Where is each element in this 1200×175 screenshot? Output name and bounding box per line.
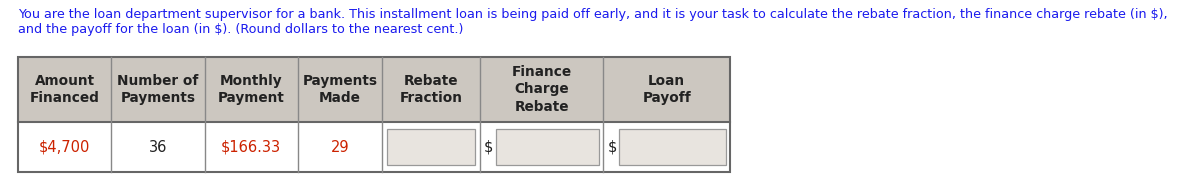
Bar xyxy=(18,57,730,172)
Text: and the payoff for the loan (in $). (Round dollars to the nearest cent.): and the payoff for the loan (in $). (Rou… xyxy=(18,23,463,36)
Bar xyxy=(386,129,475,165)
Text: You are the loan department supervisor for a bank. This installment loan is bein: You are the loan department supervisor f… xyxy=(18,8,1168,21)
Bar xyxy=(496,129,599,165)
Text: Amount
Financed: Amount Financed xyxy=(30,74,100,105)
Bar xyxy=(18,57,730,122)
Text: Payments
Made: Payments Made xyxy=(302,74,377,105)
Text: 36: 36 xyxy=(149,139,167,155)
Text: Finance
Charge
Rebate: Finance Charge Rebate xyxy=(511,65,571,114)
Bar xyxy=(18,122,730,172)
Text: Loan
Payoff: Loan Payoff xyxy=(642,74,691,105)
Text: $4,700: $4,700 xyxy=(38,139,90,155)
Text: Rebate
Fraction: Rebate Fraction xyxy=(400,74,462,105)
Text: Monthly
Payment: Monthly Payment xyxy=(217,74,284,105)
Text: $: $ xyxy=(484,139,493,155)
Bar xyxy=(619,129,726,165)
Text: 29: 29 xyxy=(330,139,349,155)
Text: Number of
Payments: Number of Payments xyxy=(118,74,198,105)
Text: $166.33: $166.33 xyxy=(221,139,281,155)
Text: $: $ xyxy=(607,139,617,155)
